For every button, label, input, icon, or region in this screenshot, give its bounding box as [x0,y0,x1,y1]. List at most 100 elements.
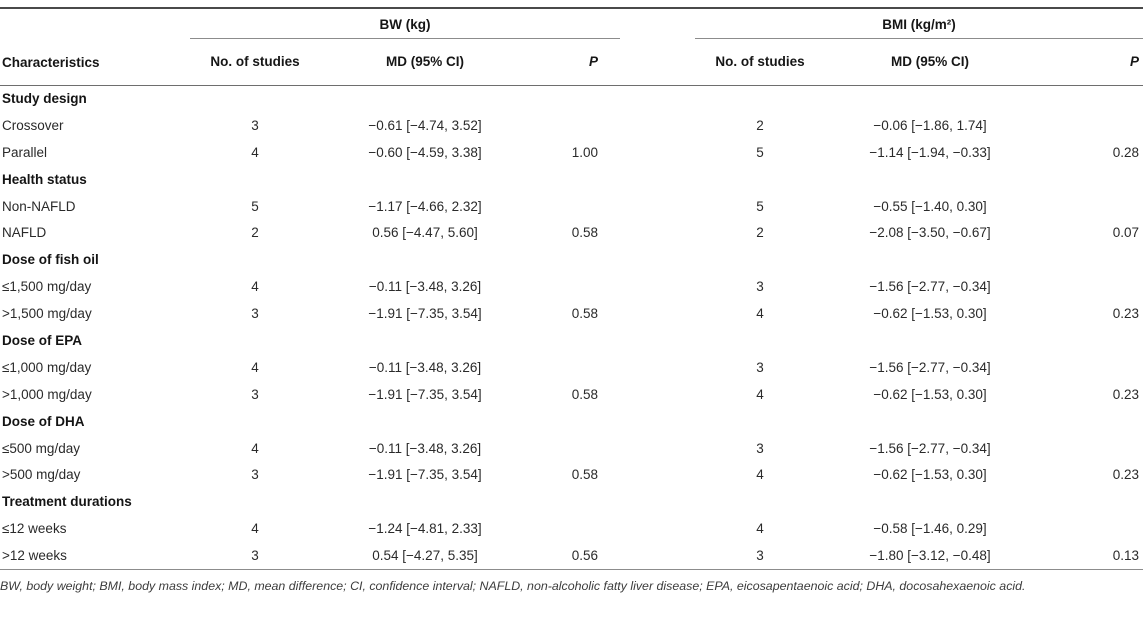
cell-bw-p [530,112,620,139]
cell-bw-md: −0.60 [−4.59, 3.38] [368,144,482,160]
group-header-bw: BW (kg) [190,8,620,39]
cell-gap [620,300,695,327]
cell-bw-studies: 3 [251,386,259,402]
cell-characteristic: >1,000 mg/day [2,386,92,402]
cell-bw-p [530,354,620,381]
column-header-bmi-p: P [1035,38,1143,86]
cell-characteristic: >1,500 mg/day [2,306,92,322]
cell-bmi-studies: 3 [756,359,764,375]
cell-bw-md: −1.91 [−7.35, 3.54] [368,306,482,322]
cell-bmi-md: −0.55 [−1.40, 0.30] [873,198,987,214]
cell-bmi-studies: 4 [756,467,764,483]
cell-bmi-md: −0.62 [−1.53, 0.30] [873,386,987,402]
cell-gap [620,435,695,462]
cell-bmi-studies: 3 [756,440,764,456]
cell-bmi-md: −1.80 [−3.12, −0.48] [825,542,1035,570]
cell-bmi-p [1035,112,1143,139]
cell-bw-p: 1.00 [571,144,598,160]
cell-characteristic: >12 weeks [0,542,190,570]
cell-bw-studies: 3 [251,117,259,133]
cell-bw-md: 0.56 [−4.47, 5.60] [372,225,478,241]
cell-characteristic: >500 mg/day [2,467,81,483]
column-header-bmi-md: MD (95% CI) [825,38,1035,86]
cell-bw-p [530,193,620,220]
cell-bmi-md: −0.58 [−1.46, 0.29] [873,521,987,537]
cell-characteristic: ≤500 mg/day [2,440,80,456]
column-header-bmi-studies: No. of studies [695,38,825,86]
cell-bmi-studies: 4 [756,386,764,402]
cell-bw-md: −1.91 [−7.35, 3.54] [368,386,482,402]
cell-bmi-md: −0.62 [−1.53, 0.30] [873,467,987,483]
cell-bw-studies: 4 [251,521,259,537]
cell-bmi-studies: 2 [756,117,764,133]
column-header-bw-studies: No. of studies [190,38,320,86]
section-title: Dose of EPA [2,332,83,348]
cell-bw-studies: 5 [251,198,259,214]
section-header-row: Dose of EPA [0,327,1143,354]
table-row: ≤1,500 mg/day 4 −0.11 [−3.48, 3.26] 3 −1… [0,273,1143,300]
cell-bw-p [530,515,620,542]
cell-bw-studies: 3 [251,467,259,483]
table-figure: Characteristics BW (kg) BMI (kg/m²) No. … [0,7,1143,593]
cell-gap [620,193,695,220]
cell-characteristic: ≤1,000 mg/day [2,359,92,375]
cell-bmi-p: 0.23 [1112,386,1139,402]
cell-bmi-studies: 2 [756,225,764,241]
section-title: Study design [2,91,87,107]
section-title: Dose of DHA [2,413,85,429]
cell-bmi-studies: 4 [756,306,764,322]
column-header-characteristics: Characteristics [0,8,190,86]
cell-bw-md: −0.61 [−4.74, 3.52] [368,117,482,133]
cell-bmi-p [1035,193,1143,220]
section-header-row: Treatment durations [0,488,1143,515]
cell-bw-md: −0.11 [−3.48, 3.26] [368,279,482,295]
cell-gap [620,112,695,139]
group-header-row: Characteristics BW (kg) BMI (kg/m²) [0,8,1143,86]
cell-bmi-p [1035,354,1143,381]
section-header-row: Dose of DHA [0,408,1143,435]
cell-gap [620,273,695,300]
cell-bw-studies: 2 [251,225,259,241]
group-header-bmi: BMI (kg/m²) [695,8,1143,39]
table-row: Parallel 4 −0.60 [−4.59, 3.38] 1.00 5 −1… [0,139,1143,166]
cell-bmi-p [1035,435,1143,462]
cell-bmi-studies: 3 [756,279,764,295]
cell-gap [620,461,695,488]
table-row: Non-NAFLD 5 −1.17 [−4.66, 2.32] 5 −0.55 … [0,193,1143,220]
cell-bmi-md: −0.62 [−1.53, 0.30] [873,306,987,322]
cell-bw-p [530,435,620,462]
table-row: ≤1,000 mg/day 4 −0.11 [−3.48, 3.26] 3 −1… [0,354,1143,381]
cell-gap [620,354,695,381]
table-row: Crossover 3 −0.61 [−4.74, 3.52] 2 −0.06 … [0,112,1143,139]
cell-bw-studies: 4 [251,144,259,160]
sub-header-row: No. of studies MD (95% CI) P No. of stud… [0,38,1143,86]
cell-characteristic: Non-NAFLD [2,198,76,214]
table-row: >500 mg/day 3 −1.91 [−7.35, 3.54] 0.58 4… [0,461,1143,488]
table-row: ≤12 weeks 4 −1.24 [−4.81, 2.33] 4 −0.58 … [0,515,1143,542]
cell-characteristic: Parallel [2,144,48,160]
table-row: ≤500 mg/day 4 −0.11 [−3.48, 3.26] 3 −1.5… [0,435,1143,462]
cell-bw-md: −1.17 [−4.66, 2.32] [368,198,482,214]
section-header-row: Health status [0,166,1143,193]
cell-bmi-studies: 4 [756,521,764,537]
cell-bw-p: 0.58 [571,467,598,483]
cell-bmi-studies: 5 [756,198,764,214]
cell-bw-md: −0.11 [−3.48, 3.26] [368,359,482,375]
cell-bmi-md: −1.14 [−1.94, −0.33] [869,144,991,160]
footnote: BW, body weight; BMI, body mass index; M… [0,578,1026,593]
cell-gap [620,381,695,408]
cell-bw-studies: 3 [190,542,320,570]
section-header-row: Dose of fish oil [0,246,1143,273]
section-header-row: Study design [0,85,1143,112]
cell-bmi-p: 0.23 [1112,306,1139,322]
cell-bmi-md: −1.56 [−2.77, −0.34] [869,359,991,375]
cell-gap [620,515,695,542]
cell-bmi-md: −1.56 [−2.77, −0.34] [869,440,991,456]
section-title: Health status [2,171,87,187]
cell-bw-p: 0.58 [571,306,598,322]
cell-bw-md: −1.24 [−4.81, 2.33] [368,521,482,537]
cell-bw-studies: 3 [251,306,259,322]
cell-bmi-p [1035,515,1143,542]
cell-bmi-p: 0.07 [1112,225,1139,241]
cell-bw-md: −0.11 [−3.48, 3.26] [368,440,482,456]
